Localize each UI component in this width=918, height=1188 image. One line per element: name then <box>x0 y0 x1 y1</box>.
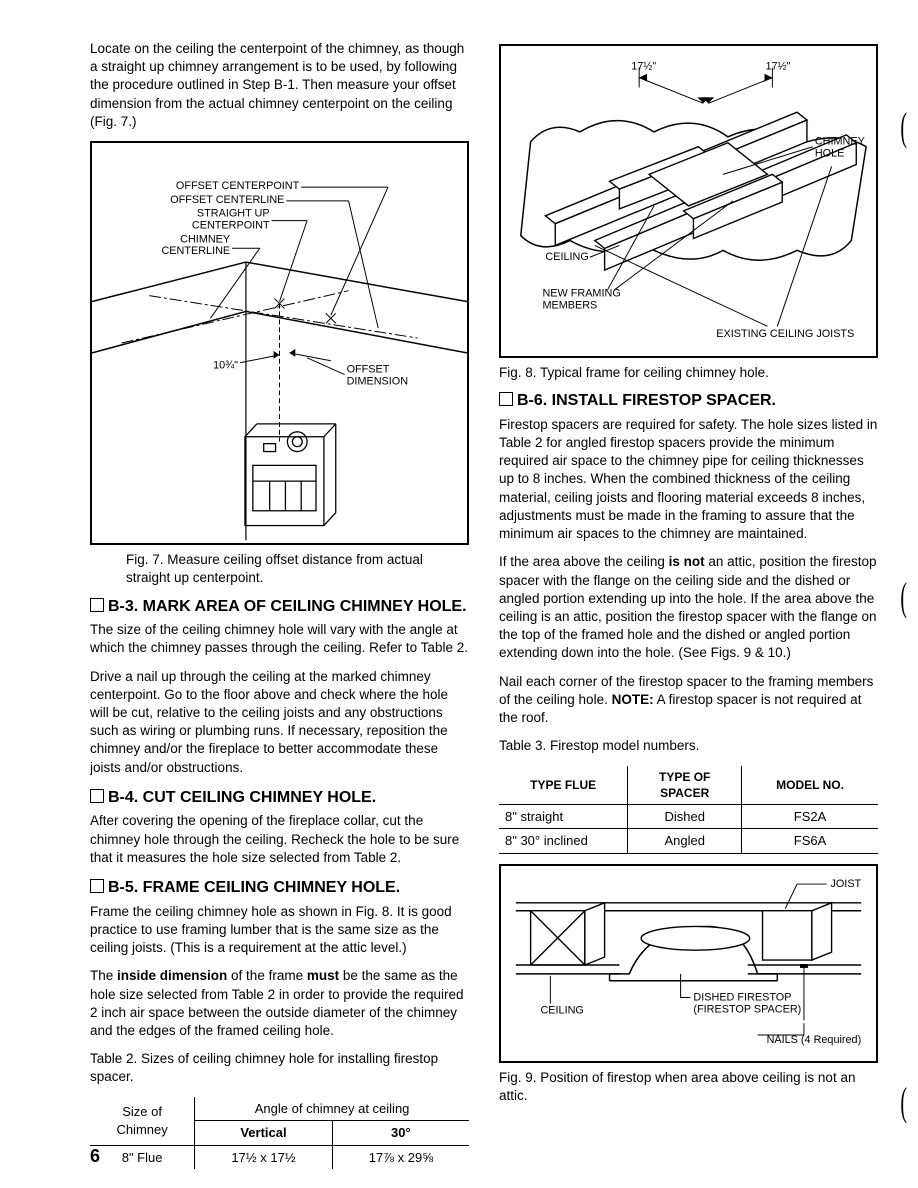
t2-row-label: 8" Flue <box>90 1145 195 1169</box>
fig9-label-dish2: (FIRESTOP SPACER) <box>693 1003 801 1015</box>
fig9-label-joist: JOIST <box>830 878 861 890</box>
fig9-joist-left-icon <box>531 903 605 965</box>
scan-artifact-paren: ( <box>900 100 907 154</box>
t3-head-flue: TYPE FLUE <box>499 766 628 805</box>
figure-9-box: JOIST CEILING DISHED FIRESTOP (FIRESTOP … <box>499 864 878 1063</box>
table-3: TYPE FLUE TYPE OF SPACER MODEL NO. 8" st… <box>499 766 878 854</box>
b5-p2-a: The <box>90 968 117 983</box>
figure-7-svg: 10¾" OFFSET CENTERPOINT OFFSET CENTERLIN… <box>92 143 467 543</box>
fig7-label-offset-centerpoint: OFFSET CENTERPOINT <box>176 180 300 192</box>
b6-p2-b: is not <box>669 554 705 569</box>
fig7-fireplace-icon <box>245 424 336 526</box>
fig8-label-nf2: MEMBERS <box>542 300 597 312</box>
fig7-label-offset-centerline: OFFSET CENTERLINE <box>170 194 284 206</box>
t3-r1-model: FS2A <box>742 804 878 829</box>
t3-head-spacer: TYPE OF SPACER <box>628 766 742 805</box>
t2-head-30: 30° <box>332 1121 469 1146</box>
fig7-label-offset-dim-1: OFFSET <box>347 364 390 376</box>
t2-head-vertical: Vertical <box>195 1121 333 1146</box>
fig8-label-nf1: NEW FRAMING <box>542 288 620 300</box>
scan-artifact-paren: ( <box>900 1075 907 1129</box>
t2-head-angle: Angle of chimney at ceiling <box>195 1097 469 1121</box>
fig9-label-dish1: DISHED FIRESTOP <box>693 992 791 1004</box>
heading-b6-text: B-6. INSTALL FIRESTOP SPACER. <box>517 392 776 409</box>
t3-r2-flue: 8" 30° inclined <box>499 829 628 854</box>
t2-head-size: Size of Chimney <box>90 1097 195 1146</box>
b5-para-2: The inside dimension of the frame must b… <box>90 967 469 1040</box>
table-2: Size of Chimney Angle of chimney at ceil… <box>90 1097 469 1170</box>
fig8-dim-l: 17½" <box>631 61 656 73</box>
b6-p3-b: NOTE: <box>612 692 654 707</box>
fig7-label-chimney-2: CENTERLINE <box>161 245 230 257</box>
fig9-label-ceiling: CEILING <box>540 1004 583 1016</box>
heading-b5-text: B-5. FRAME CEILING CHIMNEY HOLE. <box>108 879 400 896</box>
t3-r1-spacer: Dished <box>628 804 742 829</box>
intro-paragraph: Locate on the ceiling the centerpoint of… <box>90 40 469 131</box>
figure-9-caption: Fig. 9. Position of firestop when area a… <box>499 1069 878 1105</box>
fig7-label-straightup-2: CENTERPOINT <box>192 220 270 232</box>
fig7-label-straightup-1: STRAIGHT UP <box>197 208 270 220</box>
page-number: 6 <box>90 1144 100 1168</box>
fig8-dim-r: 17½" <box>765 61 790 73</box>
t2-cell-30: 17⅞ x 29⅝ <box>332 1145 469 1169</box>
right-column: 17½" 17½" CHIMNEY HOLE CEILING NEW FRAMI… <box>499 40 878 1179</box>
b6-p2-a: If the area above the ceiling <box>499 554 669 569</box>
b3-para-1: The size of the ceiling chimney hole wil… <box>90 621 469 657</box>
table2-caption: Table 2. Sizes of ceiling chimney hole f… <box>90 1050 469 1086</box>
heading-b6: B-6. INSTALL FIRESTOP SPACER. <box>499 390 878 412</box>
left-column: Locate on the ceiling the centerpoint of… <box>90 40 469 1179</box>
figure-8-caption: Fig. 8. Typical frame for ceiling chimne… <box>499 364 878 382</box>
b5-p2-d: must <box>307 968 339 983</box>
fig7-label-chimney-1: CHIMNEY <box>180 233 230 245</box>
b5-p2-b: inside dimension <box>117 968 227 983</box>
t3-r2-spacer: Angled <box>628 829 742 854</box>
figure-7-box: 10¾" OFFSET CENTERPOINT OFFSET CENTERLIN… <box>90 141 469 545</box>
figure-7-caption: Fig. 7. Measure ceiling offset distance … <box>90 551 469 587</box>
heading-b4: B-4. CUT CEILING CHIMNEY HOLE. <box>90 787 469 809</box>
heading-b5: B-5. FRAME CEILING CHIMNEY HOLE. <box>90 877 469 899</box>
fig8-label-ch2: HOLE <box>815 148 845 160</box>
t3-r2-model: FS6A <box>742 829 878 854</box>
b3-para-2: Drive a nail up through the ceiling at t… <box>90 668 469 777</box>
b6-para-3: Nail each corner of the firestop spacer … <box>499 673 878 728</box>
b6-para-1: Firestop spacers are required for safety… <box>499 416 878 544</box>
b5-p2-c: of the frame <box>227 968 307 983</box>
table3-caption: Table 3. Firestop model numbers. <box>499 737 878 755</box>
fig8-label-ch1: CHIMNEY <box>815 136 865 148</box>
figure-8-svg: 17½" 17½" CHIMNEY HOLE CEILING NEW FRAMI… <box>501 46 876 356</box>
fig7-dim-text: 10¾" <box>213 360 238 372</box>
heading-b4-text: B-4. CUT CEILING CHIMNEY HOLE. <box>108 789 376 806</box>
figure-9-svg: JOIST CEILING DISHED FIRESTOP (FIRESTOP … <box>501 866 876 1061</box>
b6-para-2: If the area above the ceiling is not an … <box>499 553 878 662</box>
t2-cell-v: 17½ x 17½ <box>195 1145 333 1169</box>
fig8-label-ceiling: CEILING <box>545 251 588 263</box>
figure-8-box: 17½" 17½" CHIMNEY HOLE CEILING NEW FRAMI… <box>499 44 878 358</box>
b5-para-1: Frame the ceiling chimney hole as shown … <box>90 903 469 958</box>
b6-p2-c: an attic, position the firestop spacer w… <box>499 554 876 660</box>
b4-para: After covering the opening of the firepl… <box>90 812 469 867</box>
scan-artifact-paren: ( <box>900 570 907 624</box>
page: Locate on the ceiling the centerpoint of… <box>0 0 918 1188</box>
t3-head-model: MODEL NO. <box>742 766 878 805</box>
two-column-layout: Locate on the ceiling the centerpoint of… <box>90 40 878 1179</box>
fig9-label-nails: NAILS (4 Required) <box>767 1034 862 1046</box>
fig8-label-ej: EXISTING CEILING JOISTS <box>716 328 854 340</box>
heading-b3-text: B-3. MARK AREA OF CEILING CHIMNEY HOLE. <box>108 598 467 615</box>
heading-b3: B-3. MARK AREA OF CEILING CHIMNEY HOLE. <box>90 596 469 618</box>
fig7-label-offset-dim-2: DIMENSION <box>347 376 408 388</box>
fig9-joist-right-icon <box>763 903 832 960</box>
t3-r1-flue: 8" straight <box>499 804 628 829</box>
